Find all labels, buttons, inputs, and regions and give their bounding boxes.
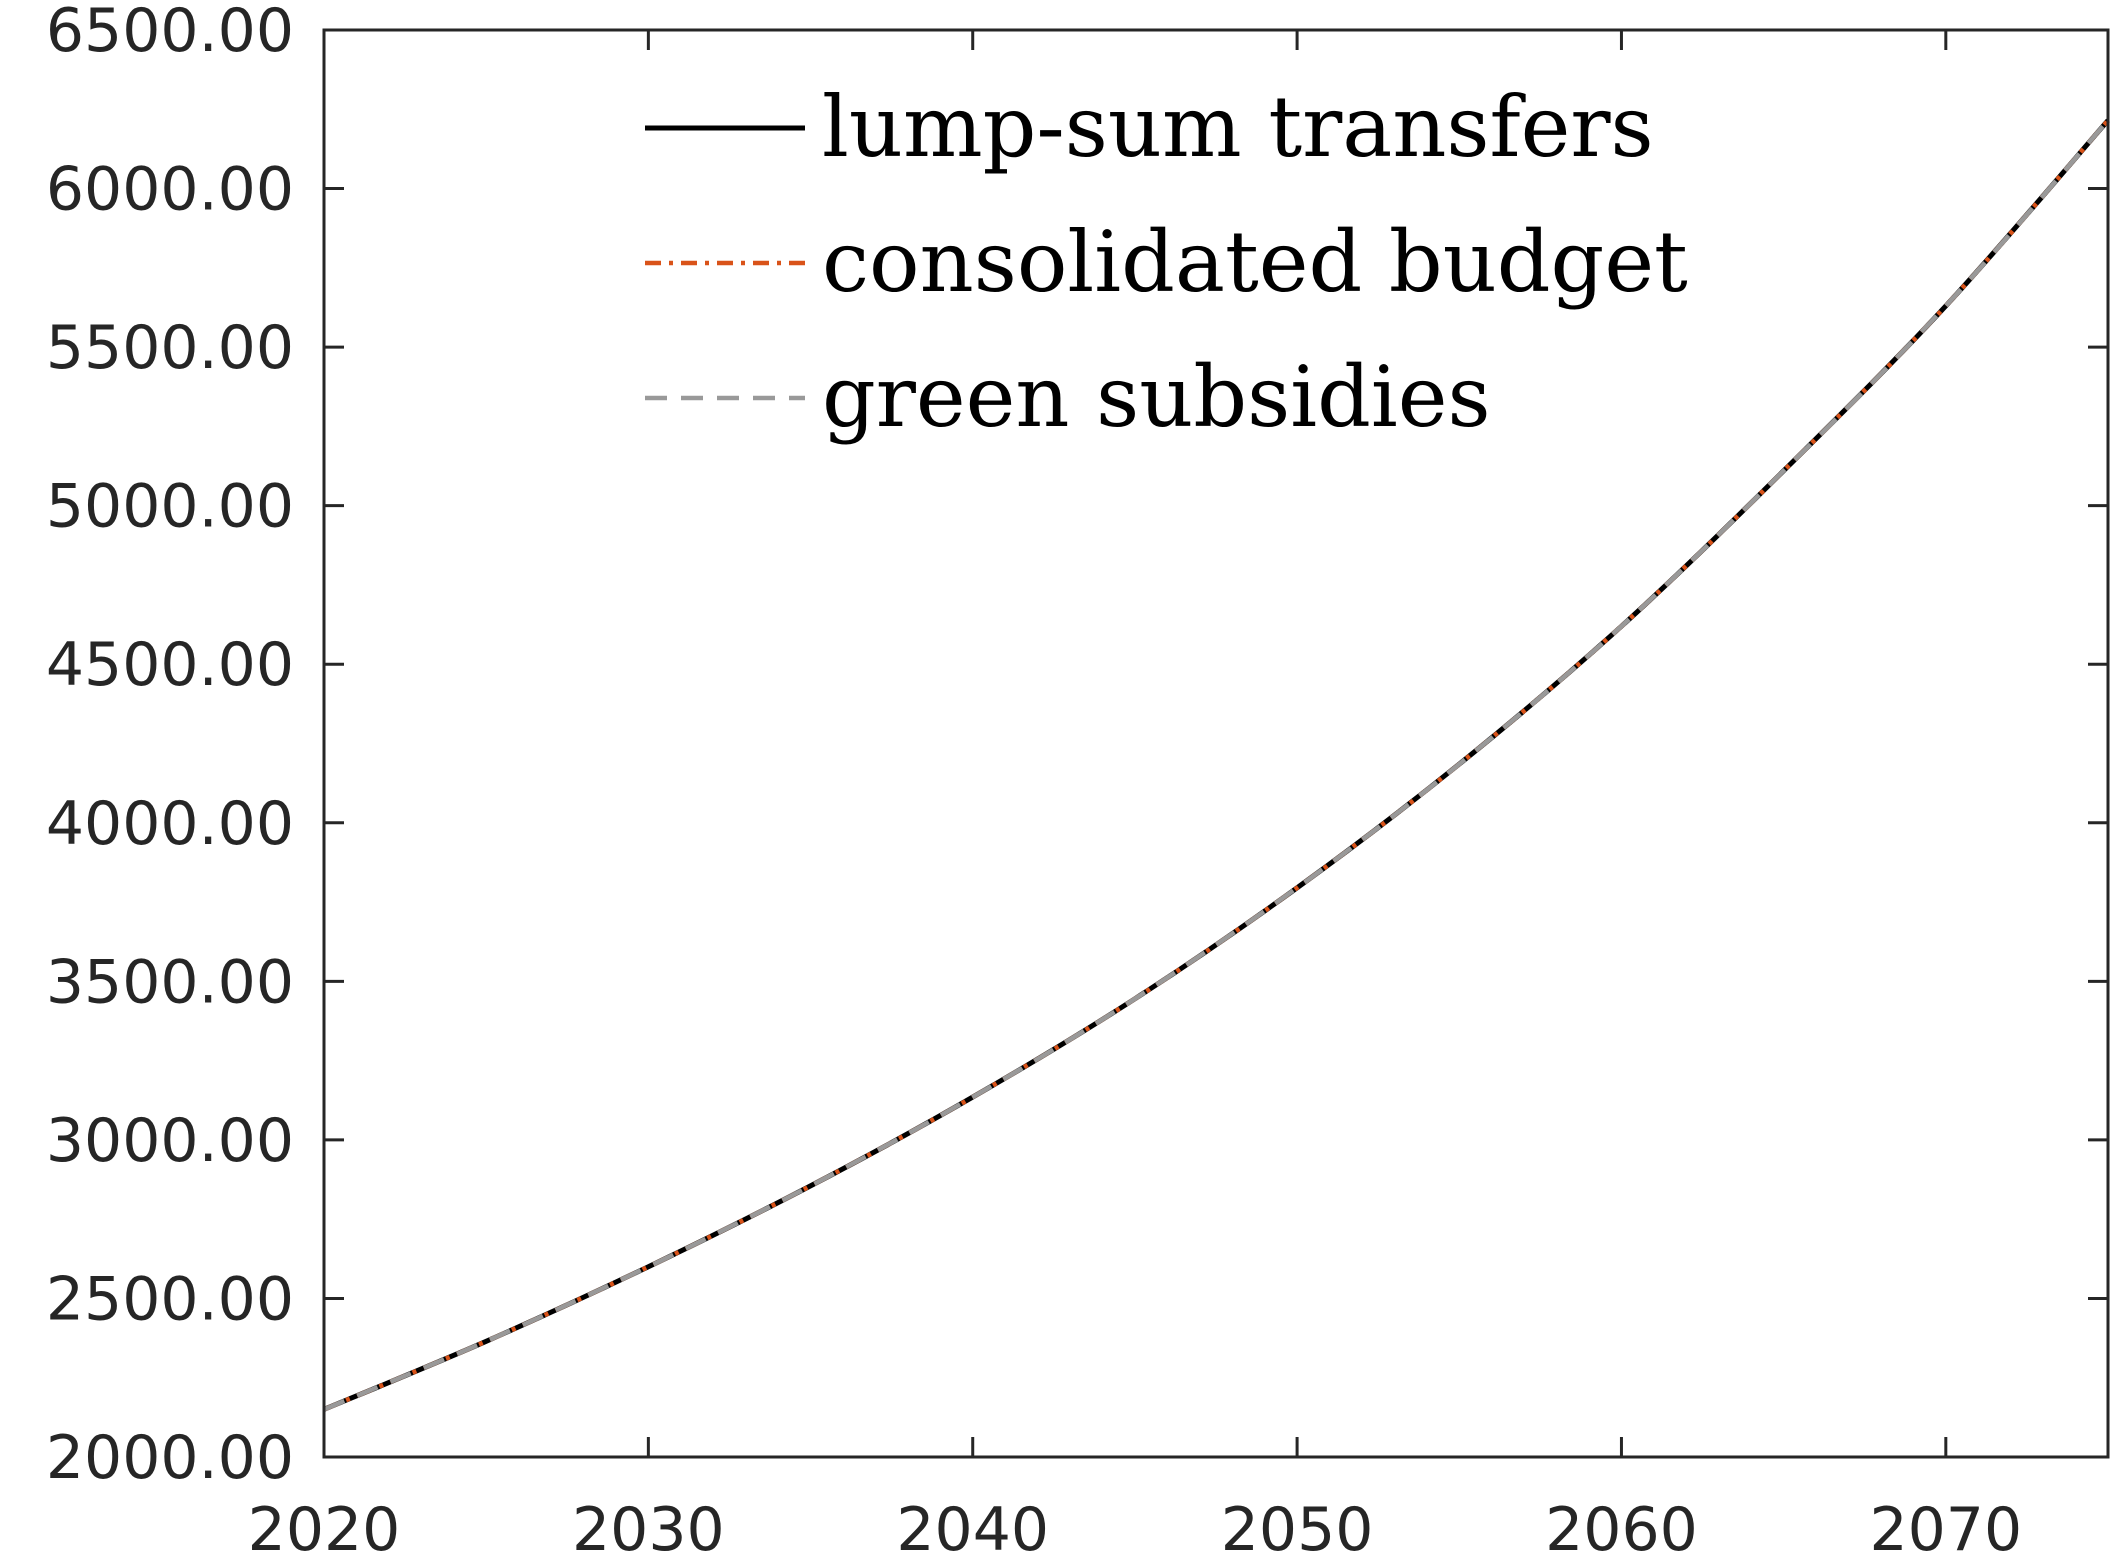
x-tick-label: 2020 [248,1495,401,1554]
y-tick-label: 5000.00 [46,472,294,542]
series-line-green-subsidies [323,118,2110,1412]
y-tick-label: 4000.00 [46,789,294,859]
plot-frame [322,28,2110,1459]
legend-label: consolidated budget [822,213,1688,311]
y-tick-label: 6500.00 [46,0,294,66]
series-line-lump-sum-transfers [323,118,2110,1412]
x-tick-label: 2040 [896,1495,1049,1554]
series-line-consolidated-budget [323,118,2110,1412]
axis-ticks: 2020 2030 2040 2050 2060 2070 2000.00 2500.00 30… [46,0,2108,1554]
legend-label: lump-sum transfers [822,78,1654,176]
y-tick-label: 3500.00 [46,947,294,1017]
y-tick-label: 2000.00 [46,1423,294,1493]
legend: lump-sum transfers consolidated budget gre… [645,78,1688,446]
y-tick-label: 4500.00 [46,630,294,700]
y-tick-label: 5500.00 [46,313,294,383]
y-tick-label: 3000.00 [46,1106,294,1176]
x-tick-label: 2060 [1545,1495,1698,1554]
x-tick-label: 2070 [1869,1495,2022,1554]
y-tick-label: 2500.00 [46,1264,294,1334]
x-tick-label: 2050 [1221,1495,1374,1554]
y-tick-label: 6000.00 [46,155,294,225]
legend-label: green subsidies [822,348,1491,446]
x-tick-label: 2030 [572,1495,725,1554]
series-layer [323,118,2110,1412]
